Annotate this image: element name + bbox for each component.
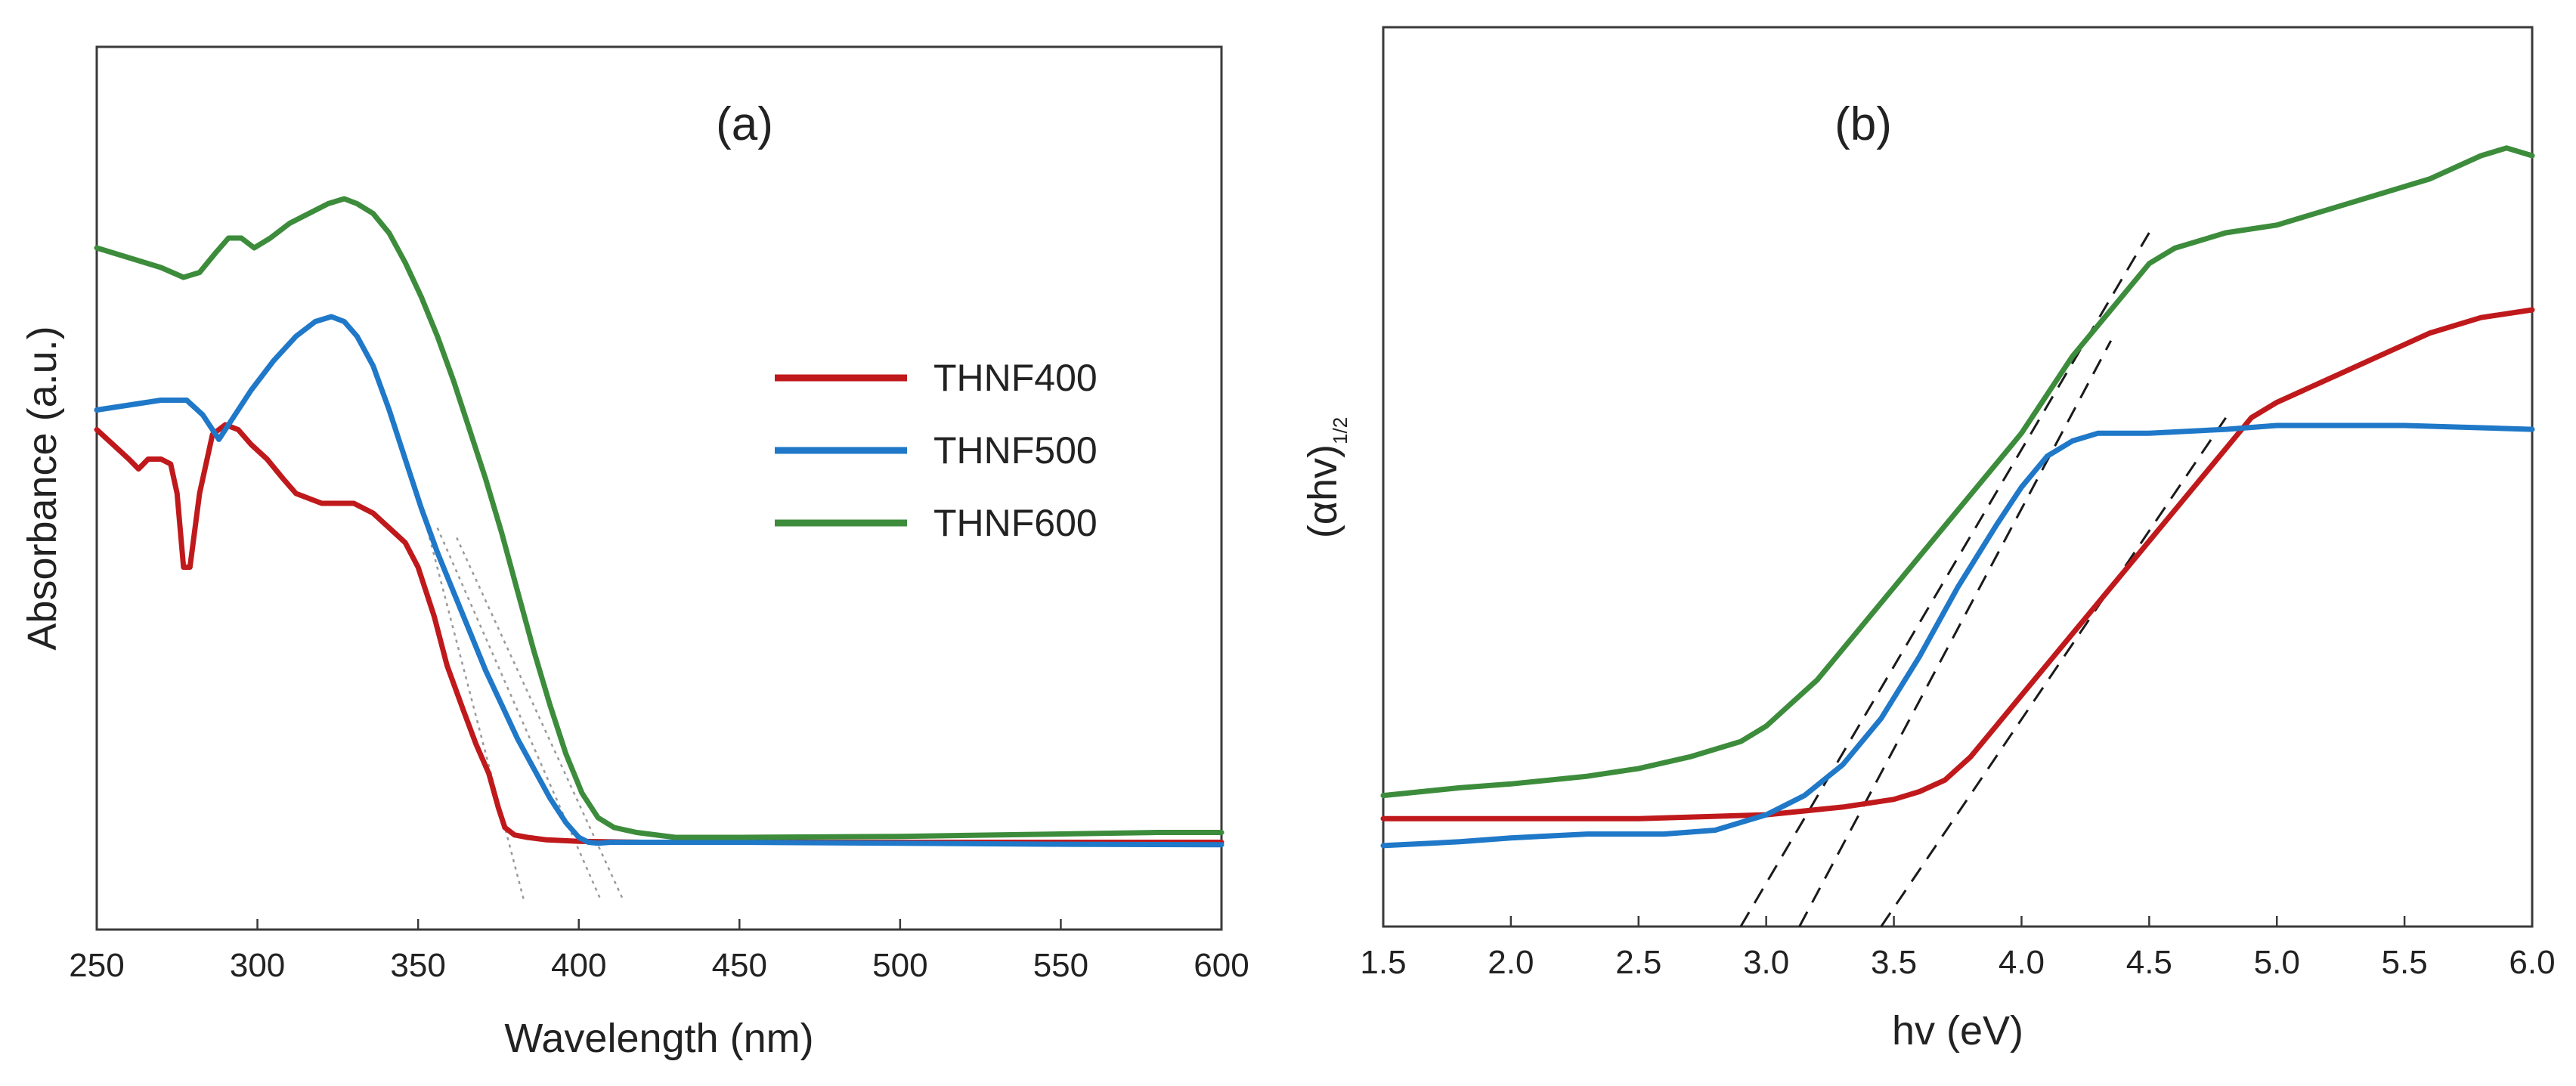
panel-b-x-tick-label: 6.0 <box>2509 944 2555 981</box>
panel-b-x-tick-label: 2.5 <box>1615 944 1661 981</box>
panel-b-plot-frame <box>1382 26 2534 928</box>
panel-b-y-axis-title-subscript: 1/2 <box>1329 417 1351 444</box>
panel-a-chart: 250 300 350 400 450 500 550 600 (a) Wavelength … <box>20 45 1249 1061</box>
panel-b-curves <box>1380 145 2535 849</box>
panel-a-series-thnf600 <box>94 196 1225 840</box>
panel-a-guide-line-1 <box>416 493 525 902</box>
panel-a-plot-frame <box>95 45 1223 931</box>
panel-b-x-tick-label: 2.0 <box>1488 944 1534 981</box>
panel-b-x-ticks: 1.5 2.0 2.5 3.0 3.5 4.0 4.5 5.0 5.5 6.0 <box>1360 916 2556 981</box>
panel-b-guide-line-2 <box>1798 340 2113 927</box>
panel-b-x-tick-label: 4.5 <box>2126 944 2172 981</box>
panel-a-x-tick-label: 350 <box>390 947 445 984</box>
panel-a-guide-line-3 <box>456 537 625 902</box>
panel-b-x-tick-label: 5.5 <box>2382 944 2428 981</box>
panel-b-x-tick-label: 4.0 <box>1999 944 2045 981</box>
panel-b-y-axis-title: (αhv)1/2 <box>1300 417 1351 538</box>
panel-b-guide-lines <box>1739 232 2227 927</box>
panel-b-title: (b) <box>1834 98 1892 150</box>
legend: THNF400 THNF500 THNF600 <box>775 357 1098 544</box>
panel-a-x-tick-label: 550 <box>1033 947 1088 984</box>
panel-b-guide-line-3 <box>1880 416 2227 927</box>
panel-b-y-axis-title-main: (αhv) <box>1300 444 1345 538</box>
panel-a-curves <box>94 196 1225 848</box>
panel-a-x-axis-title: Wavelength (nm) <box>504 1016 813 1061</box>
legend-label-thnf400: THNF400 <box>933 357 1098 399</box>
panel-b-x-tick-label: 3.0 <box>1743 944 1789 981</box>
panel-a-y-axis-title: Absorbance (a.u.) <box>20 326 65 650</box>
panel-a-x-tick-label: 250 <box>69 947 124 984</box>
panel-b-x-tick-label: 3.5 <box>1871 944 1917 981</box>
panel-a-x-tick-label: 450 <box>712 947 767 984</box>
panel-a-x-tick-label: 500 <box>872 947 927 984</box>
panel-a-series-thnf400 <box>94 422 1225 845</box>
panel-b-x-axis-title: hv (eV) <box>1892 1008 2023 1054</box>
panel-a-x-tick-label: 400 <box>551 947 606 984</box>
panel-a-guide-line-2 <box>436 527 602 902</box>
panel-b-chart: 1.5 2.0 2.5 3.0 3.5 4.0 4.5 5.0 5.5 6.0 (b) hv (e… <box>1300 26 2556 1054</box>
legend-label-thnf500: THNF500 <box>933 429 1098 472</box>
panel-b-series-thnf500 <box>1380 422 2535 849</box>
panel-a-title: (a) <box>716 98 773 150</box>
panel-a-x-tick-label: 300 <box>230 947 285 984</box>
panel-b-series-thnf600 <box>1380 145 2535 799</box>
panel-b-series-thnf400 <box>1380 307 2535 821</box>
panel-b-x-tick-label: 1.5 <box>1360 944 1406 981</box>
panel-a-x-ticks: 250 300 350 400 450 500 550 600 <box>69 919 1249 984</box>
panel-a-x-tick-label: 600 <box>1194 947 1249 984</box>
panel-a-series-thnf500 <box>94 314 1225 848</box>
legend-label-thnf600: THNF600 <box>933 502 1098 544</box>
panel-b-x-tick-label: 5.0 <box>2254 944 2300 981</box>
